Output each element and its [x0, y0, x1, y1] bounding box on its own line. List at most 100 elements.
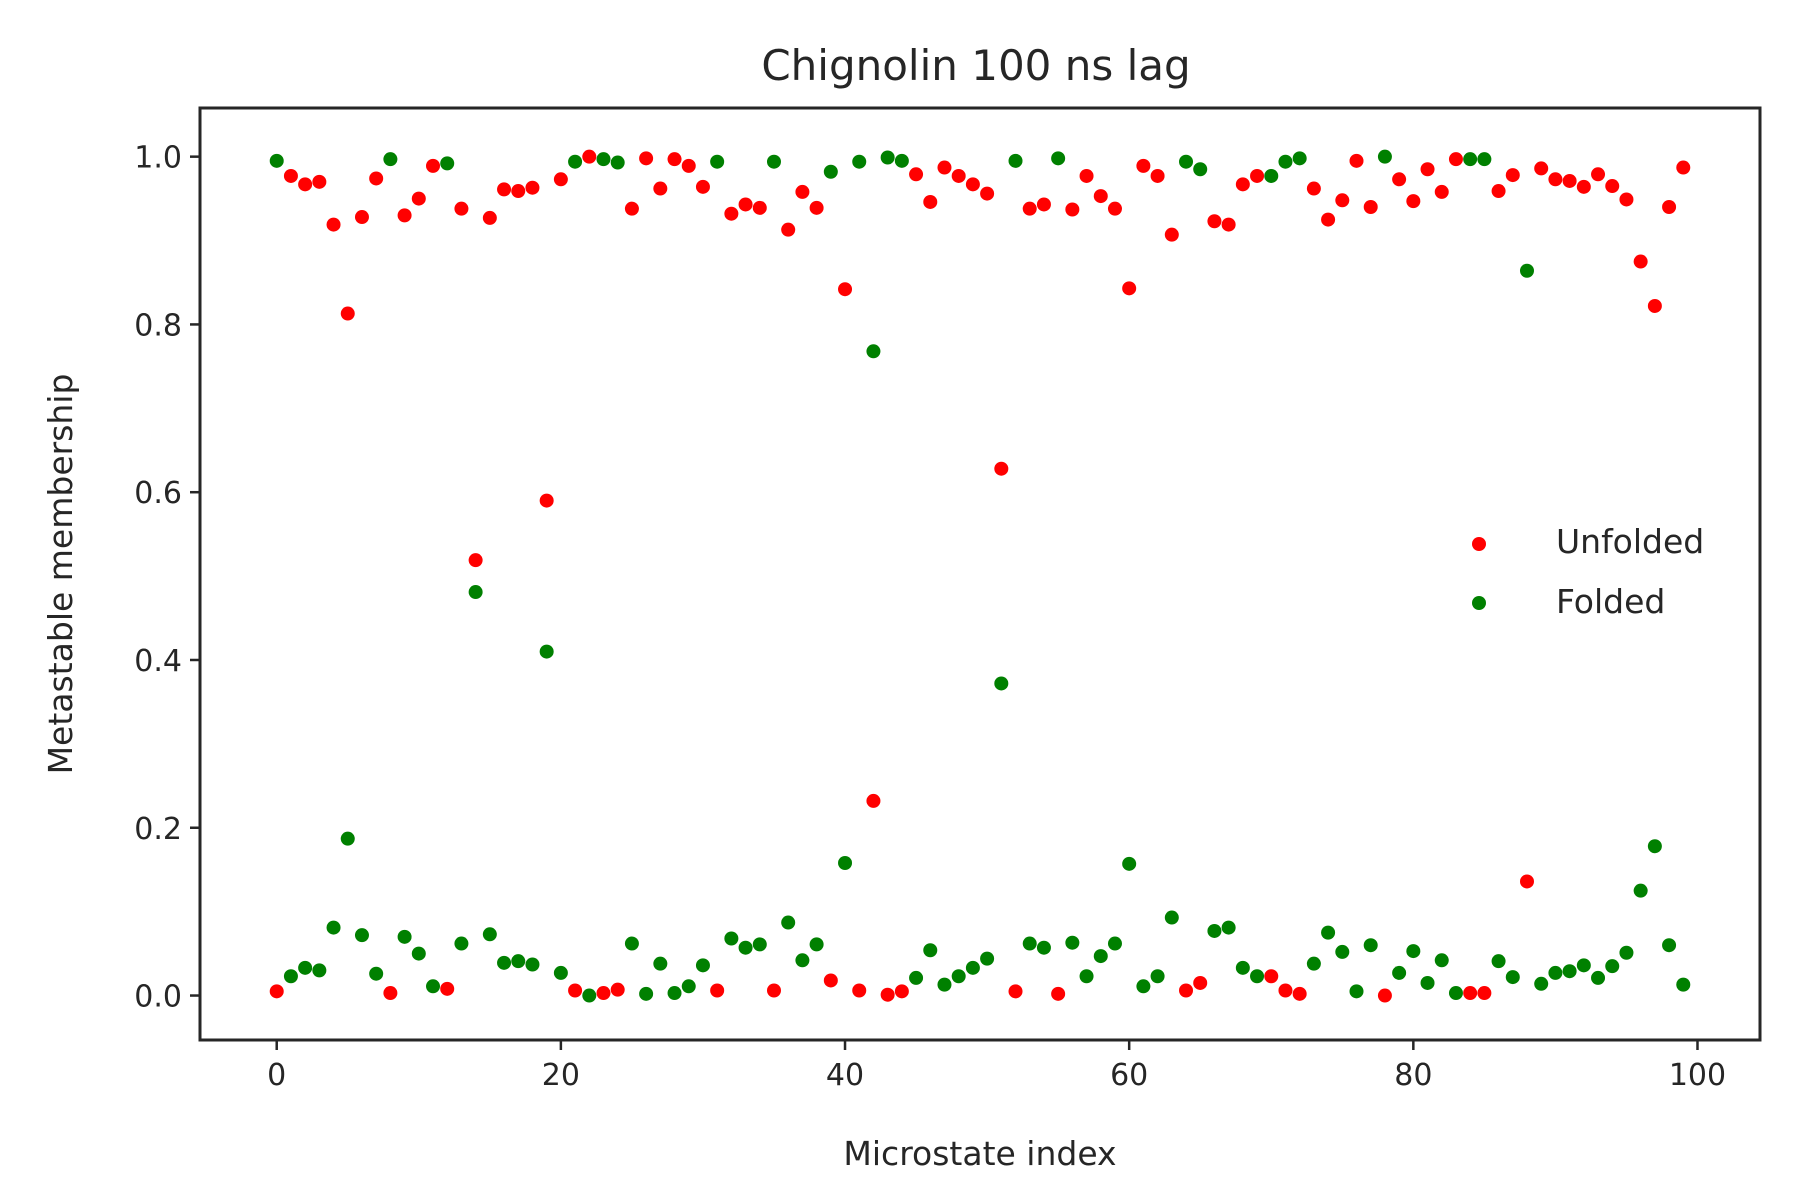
point-folded-14 [468, 585, 483, 600]
point-folded-44 [894, 153, 909, 168]
point-unfolded-48 [951, 168, 966, 183]
point-unfolded-97 [1647, 298, 1662, 313]
legend-marker-unfolded [1472, 537, 1486, 551]
point-unfolded-36 [781, 222, 796, 237]
x-tick-label-0: 0 [267, 1058, 286, 1093]
point-folded-22 [582, 988, 597, 1003]
point-unfolded-86 [1491, 184, 1506, 199]
point-folded-30 [695, 958, 710, 973]
point-unfolded-93 [1591, 167, 1606, 182]
y-tick-label-0: 0.0 [134, 980, 182, 1015]
point-folded-93 [1591, 970, 1606, 985]
point-folded-96 [1633, 883, 1648, 898]
point-folded-46 [923, 943, 938, 958]
point-folded-4 [326, 920, 341, 935]
point-folded-57 [1079, 969, 1094, 984]
point-unfolded-77 [1363, 199, 1378, 214]
point-folded-31 [710, 154, 725, 169]
point-folded-72 [1292, 151, 1307, 166]
point-unfolded-58 [1093, 189, 1108, 204]
point-unfolded-5 [340, 306, 355, 321]
chart-title: Chignolin 100 ns lag [761, 41, 1190, 90]
point-folded-33 [738, 940, 753, 955]
point-folded-47 [937, 977, 952, 992]
point-folded-21 [568, 154, 583, 169]
point-unfolded-18 [525, 180, 540, 195]
y-tick-label-2: 0.4 [134, 644, 182, 679]
point-folded-69 [1250, 969, 1265, 984]
point-folded-84 [1463, 152, 1478, 167]
point-folded-55 [1051, 151, 1066, 166]
point-folded-52 [1008, 153, 1023, 168]
point-unfolded-39 [823, 973, 838, 988]
point-folded-53 [1022, 936, 1037, 951]
point-unfolded-81 [1420, 162, 1435, 177]
point-folded-24 [610, 155, 625, 170]
point-folded-26 [639, 986, 654, 1001]
point-folded-81 [1420, 975, 1435, 990]
point-unfolded-13 [454, 201, 469, 216]
point-folded-28 [667, 986, 682, 1001]
point-unfolded-59 [1107, 201, 1122, 216]
point-unfolded-40 [838, 282, 853, 297]
point-folded-43 [880, 150, 895, 165]
point-unfolded-76 [1349, 153, 1364, 168]
point-folded-92 [1576, 958, 1591, 973]
point-unfolded-32 [724, 206, 739, 221]
point-folded-13 [454, 936, 469, 951]
point-unfolded-11 [426, 158, 441, 173]
point-unfolded-66 [1207, 214, 1222, 229]
point-folded-36 [781, 915, 796, 930]
point-unfolded-47 [937, 160, 952, 175]
point-unfolded-12 [440, 981, 455, 996]
point-folded-80 [1406, 944, 1421, 959]
point-folded-86 [1491, 954, 1506, 969]
point-folded-59 [1107, 936, 1122, 951]
point-unfolded-73 [1306, 181, 1321, 196]
point-folded-95 [1619, 945, 1634, 960]
legend-label-folded: Folded [1556, 582, 1665, 621]
point-folded-39 [823, 164, 838, 179]
point-unfolded-85 [1477, 986, 1492, 1001]
point-folded-12 [440, 156, 455, 171]
y-tick-label-3: 0.6 [134, 476, 182, 511]
point-unfolded-15 [482, 210, 497, 225]
point-folded-56 [1065, 935, 1080, 950]
point-unfolded-95 [1619, 192, 1634, 207]
point-folded-85 [1477, 152, 1492, 167]
point-folded-7 [369, 966, 384, 981]
x-tick-label-1: 20 [542, 1058, 580, 1093]
point-folded-17 [511, 954, 526, 969]
point-unfolded-4 [326, 217, 341, 232]
x-tick-label-4: 80 [1394, 1058, 1432, 1093]
point-unfolded-62 [1150, 168, 1165, 183]
point-unfolded-65 [1193, 975, 1208, 990]
point-folded-62 [1150, 969, 1165, 984]
axes-frame [198, 106, 1762, 1042]
point-unfolded-91 [1562, 173, 1577, 188]
point-folded-2 [298, 960, 313, 975]
point-unfolded-92 [1576, 179, 1591, 194]
point-unfolded-45 [909, 167, 924, 182]
x-tick-label-2: 40 [826, 1058, 864, 1093]
point-unfolded-72 [1292, 986, 1307, 1001]
plot-area [269, 149, 1691, 1003]
point-folded-23 [596, 152, 611, 167]
y-tick-label-5: 1.0 [134, 141, 182, 176]
point-unfolded-21 [568, 983, 583, 998]
point-unfolded-63 [1164, 227, 1179, 242]
point-folded-37 [795, 953, 810, 968]
point-unfolded-17 [511, 184, 526, 199]
point-unfolded-8 [383, 986, 398, 1001]
point-unfolded-43 [880, 987, 895, 1002]
point-folded-77 [1363, 938, 1378, 953]
point-folded-64 [1179, 154, 1194, 169]
point-unfolded-54 [1036, 197, 1051, 212]
point-folded-79 [1392, 965, 1407, 980]
point-unfolded-6 [354, 210, 369, 225]
point-unfolded-84 [1463, 986, 1478, 1001]
point-folded-60 [1122, 856, 1137, 871]
point-unfolded-49 [965, 177, 980, 192]
point-folded-27 [653, 956, 668, 971]
